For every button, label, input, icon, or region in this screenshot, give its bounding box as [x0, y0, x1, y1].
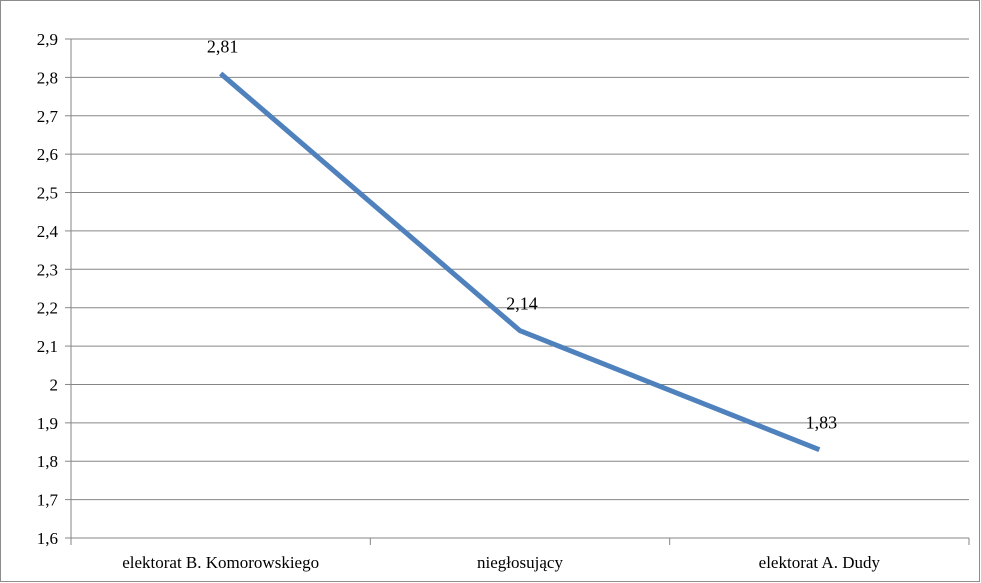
data-label: 1,83: [806, 413, 838, 433]
y-tick-label: 1,8: [37, 452, 58, 471]
data-labels: 2,81 2,14 1,83: [207, 37, 837, 433]
y-tick-label: 1,9: [37, 414, 58, 433]
axes: [65, 38, 970, 545]
x-tick-label: niegłosujący: [477, 553, 563, 572]
x-tick-label: elektorat B. Komorowskiego: [122, 553, 319, 572]
y-tick-label: 2: [50, 375, 59, 394]
y-tick-label: 2,6: [37, 145, 58, 164]
x-tick-label: elektorat A. Dudy: [759, 553, 881, 572]
y-tick-label: 2,5: [37, 184, 58, 203]
gridlines: [71, 38, 969, 501]
y-tick-label: 2,2: [37, 299, 58, 318]
y-tick-label: 1,7: [37, 491, 59, 510]
x-axis-tick-labels: elektorat B. Komorowskiego niegłosujący el…: [122, 553, 880, 572]
series-line-layer: [219, 71, 821, 453]
y-axis-tick-labels: 1,6 1,7 1,8 1,9 2 2,1 2,2 2,3 2,4 2,5 2,6 2,7 2,8 2,9: [37, 30, 59, 548]
y-tick-label: 2,4: [37, 222, 59, 241]
series-line: [219, 71, 821, 453]
y-tick-label: 2,1: [37, 337, 58, 356]
y-tick-label: 1,6: [37, 529, 58, 548]
y-tick-label: 2,7: [37, 107, 59, 126]
data-label: 2,81: [207, 37, 239, 57]
y-tick-label: 2,8: [37, 68, 58, 87]
y-tick-label: 2,9: [37, 30, 58, 49]
y-tick-label: 2,3: [37, 260, 58, 279]
data-label: 2,14: [506, 294, 538, 314]
